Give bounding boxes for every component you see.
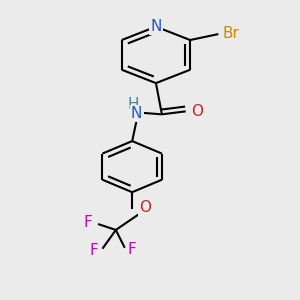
Text: F: F (89, 243, 98, 258)
Text: F: F (84, 215, 93, 230)
Text: N: N (131, 106, 142, 121)
Text: N: N (150, 19, 162, 34)
Text: O: O (140, 200, 152, 215)
Text: F: F (128, 242, 136, 257)
Text: H: H (127, 97, 139, 112)
Text: Br: Br (223, 26, 240, 41)
Text: O: O (191, 104, 203, 119)
